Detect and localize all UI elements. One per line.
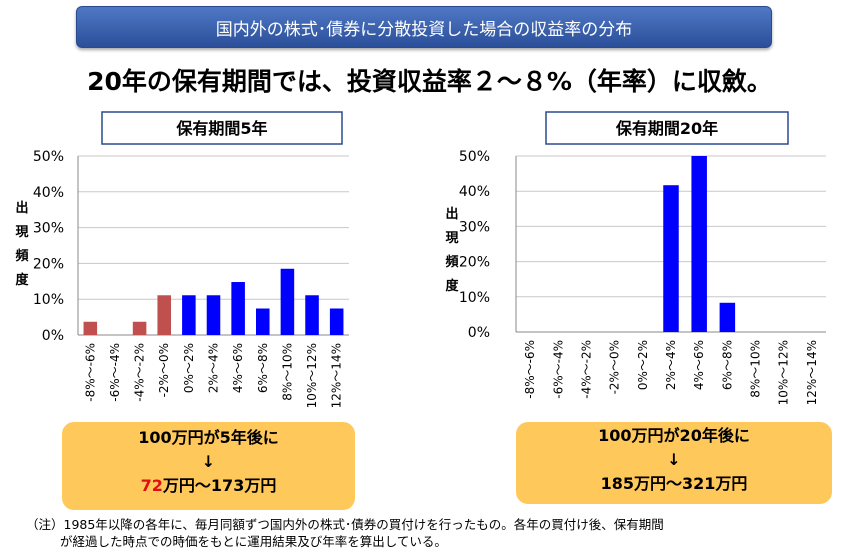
chart-title-box [545,111,789,145]
footnote: （注）1985年以降の各年に、毎月同額ずつ国内外の株式･債券の買付けを行ったもの… [26,516,846,550]
y-tick-label: 20% [459,255,490,271]
y-tick-label: 10% [33,292,64,308]
bar [663,185,679,332]
arrow-down-icon: ↓ [667,450,681,469]
bar [182,295,196,335]
x-tick-label: -6%～-4% [551,340,565,399]
x-tick-label: 4%～6% [231,343,245,393]
x-tick-label: 10%～12% [305,343,319,408]
y-axis-label-char: 度 [445,278,459,294]
y-axis-label-char: 度 [15,272,29,288]
result-line-1: 100万円が5年後に [138,428,279,447]
result-range: 185万円～321万円 [600,474,748,493]
y-tick-label: 20% [33,256,64,272]
y-tick-label: 40% [33,185,64,201]
y-tick-label: 40% [459,184,490,200]
bar [719,302,736,332]
x-tick-label: 8%～10% [280,343,294,401]
x-tick-label: 12%～14% [330,343,344,408]
chart-title-box [101,111,343,145]
y-axis-label-char: 現 [445,231,458,246]
bar [157,295,172,335]
x-tick-label: -2%～0% [608,340,622,394]
y-tick-label: 50% [459,149,490,165]
footnote-line-2: が経過した時点での時価をもとに運用結果及び年率を算出している。 [60,534,447,549]
y-axis-label-char: 現 [15,225,28,240]
result-box-5-years: 100万円が5年後に ↓ 72万円～173万円 [62,422,355,510]
y-tick-label: 50% [33,149,64,165]
x-tick-label: -4%～-2% [579,340,593,399]
x-tick-label: 4%～6% [692,340,706,390]
y-axis-label-char: 頻 [15,248,28,264]
bar [305,295,319,335]
x-tick-label: -8%～-6% [83,343,97,402]
y-tick-label: 30% [33,221,64,237]
x-tick-label: 6%～8% [256,343,270,393]
y-axis-label-char: 出 [445,206,458,222]
x-tick-label: -6%～-4% [108,343,122,402]
y-axis-label-char: 出 [15,200,28,216]
x-tick-label: 2%～4% [207,343,221,393]
y-tick-label: 30% [459,219,490,235]
chart-title: 保有期間20年 [615,119,718,138]
result-line-1: 100万円が20年後に [598,426,750,445]
bar [691,156,707,332]
footnote-line-1: （注）1985年以降の各年に、毎月同額ずつ国内外の株式･債券の買付けを行ったもの… [26,517,664,532]
x-tick-label: 0%～2% [182,343,196,393]
x-tick-label: -8%～-6% [523,340,537,399]
result-range: 72万円～173万円 [140,476,277,495]
x-tick-label: 6%～8% [720,340,734,390]
y-tick-label: 0% [42,328,64,344]
x-tick-label: 0%～2% [636,340,650,390]
bar [280,268,295,335]
arrow-down-icon: ↓ [201,452,216,471]
bar [83,321,98,335]
x-tick-label: 10%～12% [777,340,791,405]
bar [132,321,147,335]
y-tick-label: 0% [468,325,490,341]
x-tick-label: 2%～4% [664,340,678,390]
x-tick-label: -4%～-2% [133,343,147,402]
x-tick-label: 8%～10% [749,340,763,398]
x-tick-label: 12%～14% [805,340,819,405]
bar [231,282,245,335]
bar [206,295,221,335]
y-axis-label-char: 頻 [445,254,458,270]
y-tick-label: 10% [459,290,490,306]
chart-title: 保有期間5年 [175,119,267,138]
result-box-20-years: 100万円が20年後に ↓ 185万円～321万円 [516,422,832,504]
title-banner: 国内外の株式･債券に分散投資した場合の収益率の分布 [76,6,772,48]
bar [255,308,270,335]
x-tick-label: -2%～0% [157,343,171,397]
headline: 20年の保有期間では、投資収益率２～８%（年率）に収斂。 [87,67,772,96]
bar [329,308,344,335]
